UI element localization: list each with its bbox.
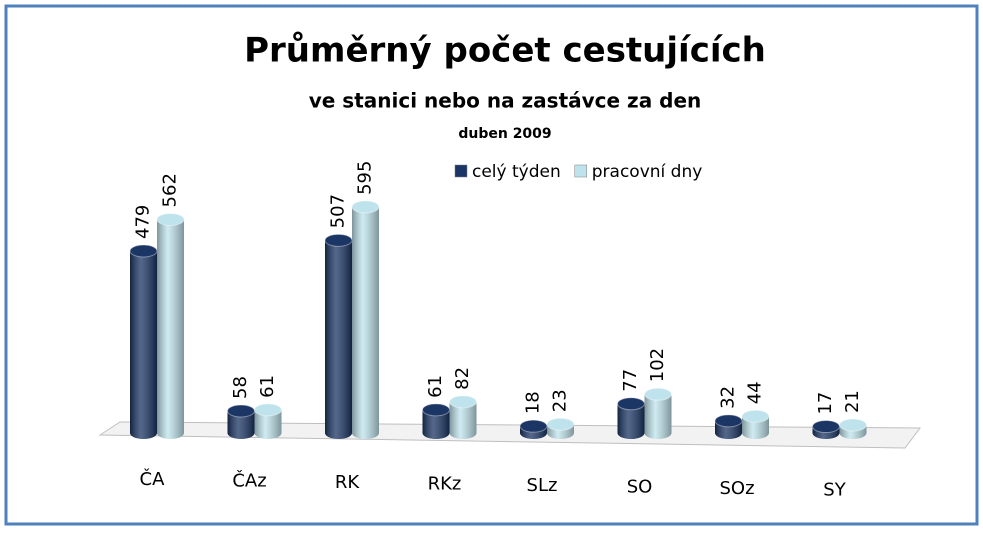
bar [129, 244, 158, 440]
data-label: 61 [425, 375, 446, 398]
bar [449, 395, 477, 440]
bar-cap [741, 409, 770, 423]
bar [422, 403, 450, 439]
bar-cap [227, 404, 255, 418]
bar-shade [157, 219, 184, 440]
bar [644, 387, 672, 440]
bar-cap [644, 387, 672, 401]
data-label: 102 [647, 348, 668, 382]
bar-shade [422, 409, 450, 439]
data-label: 21 [842, 390, 863, 413]
bar-shade [227, 410, 255, 440]
bar-shade [352, 206, 379, 440]
data-label: 18 [523, 391, 544, 414]
legend-swatch [574, 164, 587, 178]
bar-cap [449, 395, 477, 409]
data-label: 82 [452, 367, 473, 390]
bar-cap [519, 419, 548, 433]
bar-shade [449, 401, 477, 440]
chart-subtitle: ve stanici nebo na zastávce za den [309, 89, 702, 113]
bar [741, 409, 770, 440]
bar [227, 404, 255, 440]
bar [254, 403, 282, 440]
data-label: 595 [355, 161, 376, 195]
legend-label: pracovní dny [592, 162, 703, 182]
bar [156, 212, 185, 440]
bar-shade [617, 403, 645, 440]
chart-title: Průměrný počet cestujících [244, 31, 766, 71]
data-label: 77 [620, 369, 641, 392]
bar-cap [546, 417, 575, 431]
x-tick-label: RK [335, 472, 361, 493]
bar-shade [644, 394, 672, 440]
bar-shade [254, 409, 282, 440]
bar [839, 418, 867, 440]
bar-cap [156, 212, 185, 226]
bar-cap [812, 420, 840, 434]
x-tick-label: RKz [428, 474, 462, 495]
bar [546, 417, 575, 440]
bar-cap [422, 403, 450, 417]
bar-cap [129, 244, 158, 258]
x-tick-label: SOz [719, 478, 754, 499]
data-label: 61 [257, 375, 278, 398]
data-label: 44 [745, 381, 766, 404]
data-label: 507 [328, 194, 349, 228]
bar [351, 200, 380, 440]
data-label: 17 [815, 392, 836, 415]
data-label: 58 [230, 376, 251, 399]
bar-cap [839, 418, 867, 432]
x-tick-label: SLz [527, 475, 558, 496]
bar-cap [714, 414, 743, 428]
x-tick-label: SY [823, 480, 846, 501]
bar-shade [742, 416, 769, 440]
bar-cap [324, 233, 353, 247]
bar [324, 233, 353, 440]
x-tick-label: SO [627, 477, 653, 498]
bar-cap [617, 397, 645, 411]
bar [714, 414, 743, 440]
x-tick-label: ČAz [232, 470, 266, 492]
legend-label: celý týden [472, 162, 561, 182]
data-label: 562 [160, 173, 181, 207]
bar [812, 420, 840, 440]
bar [519, 419, 548, 440]
bar-cap [254, 403, 282, 417]
data-label: 479 [133, 205, 154, 239]
chart-period: duben 2009 [458, 126, 551, 142]
bar-cap [351, 200, 380, 214]
legend-swatch [454, 164, 468, 178]
bar-shade [325, 240, 352, 440]
data-label: 23 [550, 389, 571, 412]
bar [617, 397, 645, 440]
bar-shade [130, 250, 157, 440]
data-label: 32 [718, 386, 739, 409]
x-tick-label: ČA [140, 468, 166, 490]
